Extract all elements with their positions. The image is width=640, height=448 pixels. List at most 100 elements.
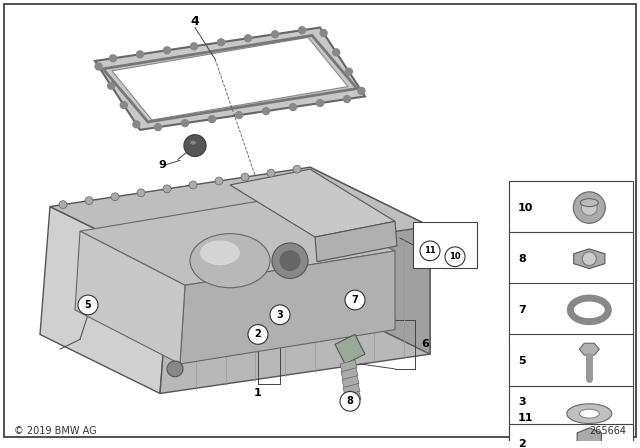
- Circle shape: [95, 63, 102, 70]
- Ellipse shape: [579, 409, 599, 418]
- Circle shape: [573, 192, 605, 223]
- Circle shape: [317, 99, 323, 107]
- Text: 4: 4: [191, 15, 200, 28]
- Circle shape: [189, 181, 197, 189]
- Text: 5: 5: [84, 300, 92, 310]
- FancyBboxPatch shape: [509, 232, 633, 285]
- Circle shape: [272, 243, 308, 278]
- Circle shape: [120, 102, 127, 108]
- Circle shape: [280, 251, 300, 271]
- Circle shape: [248, 325, 268, 345]
- Polygon shape: [80, 197, 395, 285]
- Polygon shape: [180, 251, 395, 364]
- Circle shape: [209, 116, 216, 123]
- Circle shape: [163, 185, 171, 193]
- Text: 7: 7: [351, 295, 358, 305]
- Circle shape: [154, 124, 161, 131]
- Circle shape: [289, 103, 296, 111]
- Circle shape: [215, 177, 223, 185]
- Polygon shape: [75, 231, 185, 364]
- Polygon shape: [579, 343, 599, 355]
- Circle shape: [109, 55, 116, 62]
- Polygon shape: [340, 360, 357, 372]
- Text: 5: 5: [518, 356, 525, 366]
- Circle shape: [137, 189, 145, 197]
- Circle shape: [241, 173, 249, 181]
- Text: 7: 7: [518, 305, 525, 315]
- FancyBboxPatch shape: [509, 283, 633, 336]
- Text: 1: 1: [254, 388, 262, 398]
- Ellipse shape: [200, 241, 240, 265]
- Circle shape: [333, 49, 340, 56]
- Polygon shape: [40, 207, 170, 393]
- Circle shape: [344, 95, 351, 103]
- Polygon shape: [230, 169, 395, 237]
- Text: 2: 2: [518, 439, 525, 448]
- Text: 3: 3: [276, 310, 284, 320]
- Text: 11: 11: [518, 413, 534, 423]
- FancyBboxPatch shape: [509, 335, 633, 388]
- Text: 8: 8: [347, 396, 353, 406]
- Polygon shape: [335, 335, 365, 364]
- Text: 265664: 265664: [589, 426, 626, 436]
- Circle shape: [78, 295, 98, 315]
- Ellipse shape: [190, 233, 270, 288]
- Circle shape: [340, 392, 360, 411]
- FancyBboxPatch shape: [509, 181, 633, 234]
- Circle shape: [218, 39, 225, 46]
- Circle shape: [358, 87, 365, 95]
- Circle shape: [262, 108, 269, 115]
- Text: 11: 11: [424, 246, 436, 255]
- Text: 9: 9: [158, 160, 166, 170]
- Polygon shape: [344, 392, 361, 403]
- Circle shape: [133, 121, 140, 128]
- Circle shape: [108, 82, 115, 89]
- Text: 6: 6: [421, 339, 429, 349]
- Circle shape: [346, 68, 352, 75]
- Circle shape: [345, 290, 365, 310]
- Circle shape: [581, 200, 597, 215]
- Circle shape: [271, 31, 278, 38]
- Text: 3: 3: [518, 397, 525, 407]
- Circle shape: [136, 51, 143, 58]
- Polygon shape: [310, 167, 430, 354]
- FancyBboxPatch shape: [509, 424, 633, 448]
- Polygon shape: [343, 383, 360, 396]
- Polygon shape: [342, 376, 359, 388]
- Circle shape: [298, 27, 305, 34]
- Polygon shape: [112, 37, 348, 120]
- Circle shape: [182, 120, 189, 127]
- Text: 8: 8: [518, 254, 525, 264]
- Polygon shape: [160, 226, 430, 393]
- Circle shape: [320, 30, 327, 36]
- Circle shape: [184, 135, 206, 156]
- Ellipse shape: [580, 199, 598, 207]
- Polygon shape: [95, 27, 365, 130]
- Circle shape: [85, 197, 93, 205]
- Polygon shape: [315, 221, 397, 262]
- FancyBboxPatch shape: [413, 222, 477, 267]
- Polygon shape: [341, 368, 358, 380]
- Text: 10: 10: [449, 252, 461, 261]
- Circle shape: [270, 305, 290, 325]
- Text: © 2019 BMW AG: © 2019 BMW AG: [14, 426, 97, 436]
- Circle shape: [59, 201, 67, 208]
- Polygon shape: [573, 249, 605, 268]
- Circle shape: [582, 252, 596, 266]
- Text: 10: 10: [518, 202, 533, 212]
- Circle shape: [167, 361, 183, 377]
- Circle shape: [163, 47, 170, 54]
- Polygon shape: [50, 167, 430, 266]
- Ellipse shape: [190, 141, 196, 145]
- Circle shape: [191, 43, 198, 50]
- Circle shape: [293, 165, 301, 173]
- Polygon shape: [577, 428, 602, 448]
- Circle shape: [244, 35, 252, 42]
- Circle shape: [236, 112, 243, 119]
- Circle shape: [420, 241, 440, 261]
- Ellipse shape: [567, 404, 612, 423]
- Text: 2: 2: [255, 329, 261, 340]
- Circle shape: [111, 193, 119, 201]
- Circle shape: [267, 169, 275, 177]
- FancyBboxPatch shape: [509, 386, 633, 442]
